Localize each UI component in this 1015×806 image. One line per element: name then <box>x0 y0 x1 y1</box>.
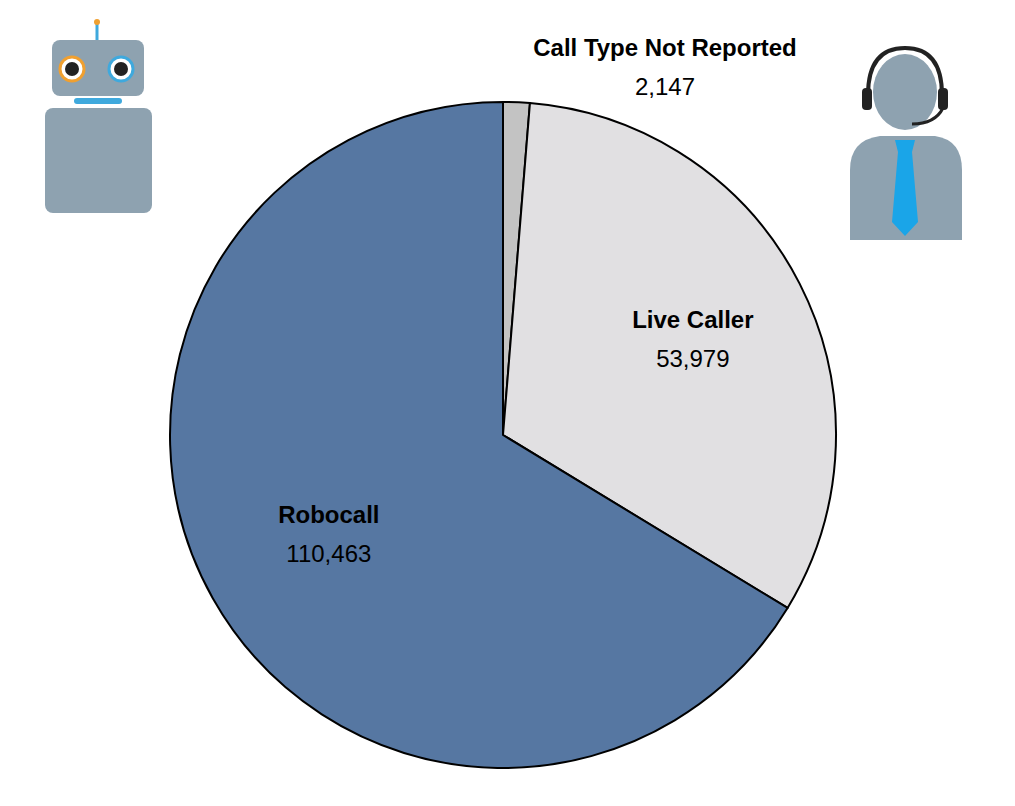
chart: Call Type Not Reported 2,147 Live Caller 53… <box>0 0 1015 806</box>
slice-value: 2,147 <box>635 73 695 100</box>
headset-band <box>868 48 942 95</box>
robot-icon <box>45 19 152 213</box>
robot-head <box>52 40 144 96</box>
robot-eye <box>109 57 133 81</box>
robot-mouth <box>74 98 122 104</box>
person-tie <box>892 140 918 236</box>
robot-body <box>45 108 152 213</box>
slice-value: 53,979 <box>656 345 729 372</box>
robot-eye <box>60 57 84 81</box>
antenna-tip <box>94 19 100 25</box>
antenna <box>96 24 99 40</box>
headset-ear <box>938 88 948 110</box>
slice-label: Robocall <box>278 501 379 528</box>
robot-pupil <box>65 62 79 76</box>
labels: Call Type Not Reported 2,147 Live Caller 53… <box>278 34 797 567</box>
slice-value: 110,463 <box>286 540 371 567</box>
pie-slice <box>170 102 788 768</box>
pie <box>170 102 836 768</box>
headset-ear <box>862 88 872 110</box>
robot-pupil <box>114 62 128 76</box>
person-icon <box>850 48 962 240</box>
person-head <box>873 54 937 130</box>
headset-mic <box>912 108 943 124</box>
person-body <box>850 136 962 240</box>
slice-label: Live Caller <box>632 306 753 333</box>
slice-label: Call Type Not Reported <box>533 34 797 61</box>
